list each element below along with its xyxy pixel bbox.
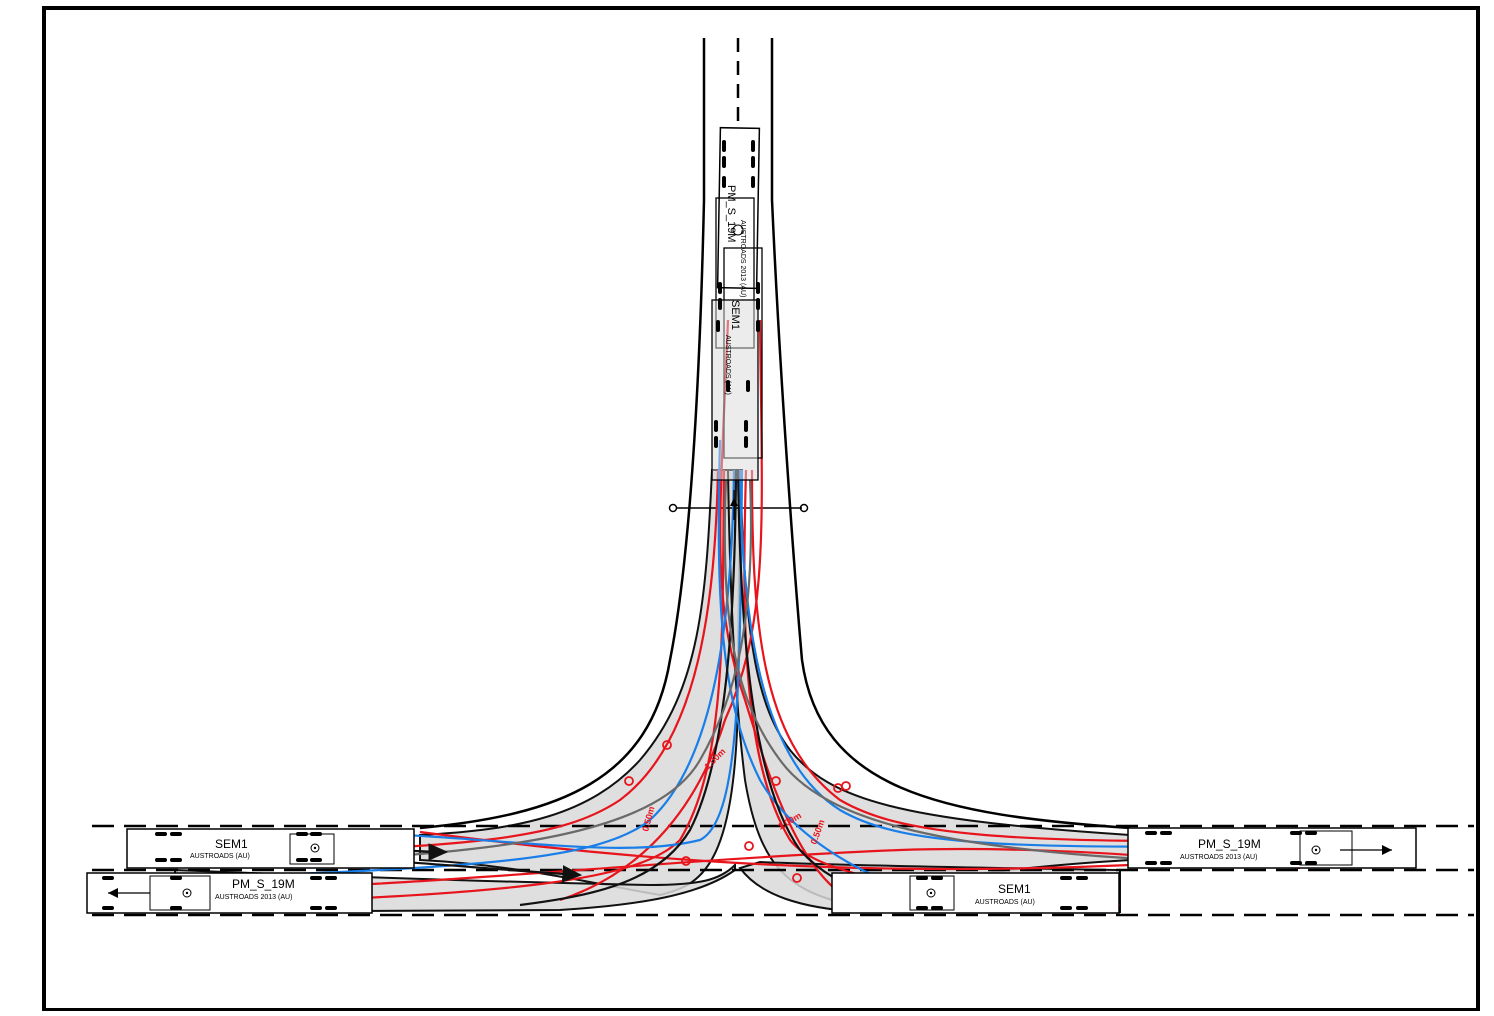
blue-path <box>738 469 1311 848</box>
vehicle-sem1-right: SEM1 AUSTROADS (AU) <box>831 872 1120 914</box>
black-path <box>519 469 738 907</box>
vehicle-name: PM_S_19M <box>1198 837 1261 851</box>
red-path <box>750 469 1341 843</box>
grey-path <box>329 479 753 862</box>
vehicle-standard: AUSTROADS (AU) <box>724 335 731 395</box>
vehicle-name: SEM1 <box>729 300 741 330</box>
sheet-border <box>42 6 1480 1012</box>
clearance-markers <box>624 740 851 883</box>
grey-path <box>723 479 1301 867</box>
swept-envelope-left <box>419 469 744 897</box>
red-path <box>559 319 763 902</box>
vehicle-name: SEM1 <box>215 837 248 851</box>
vehicle-standard: AUSTROADS (AU) <box>975 899 1035 906</box>
vehicle-pm-left: PM_S_19M AUSTROADS 2013 (AU) <box>86 872 373 914</box>
vehicle-pm-right: PM_S_19M AUSTROADS 2013 (AU) <box>1127 827 1417 869</box>
vehicle-name: PM_S_19M <box>232 877 295 891</box>
vehicle-name: PM_S_19M <box>725 185 737 242</box>
vehicle-standard: AUSTROADS 2013 (AU) <box>1180 854 1257 861</box>
blue-path <box>329 469 744 849</box>
vehicle-sem1-left: SEM1 AUSTROADS (AU) <box>126 828 415 869</box>
vehicle-name: SEM1 <box>998 882 1031 896</box>
vehicle-stack-top: PM_S_19M AUSTROADS 2013 (AU) SEM1 AUSTRO… <box>711 126 763 520</box>
road-edges <box>419 38 1131 830</box>
vehicle-standard: AUSTROADS 2013 (AU) <box>739 220 746 297</box>
vehicle-standard: AUSTROADS (AU) <box>190 853 250 860</box>
vehicle-standard: AUSTROADS 2013 (AU) <box>215 894 292 901</box>
